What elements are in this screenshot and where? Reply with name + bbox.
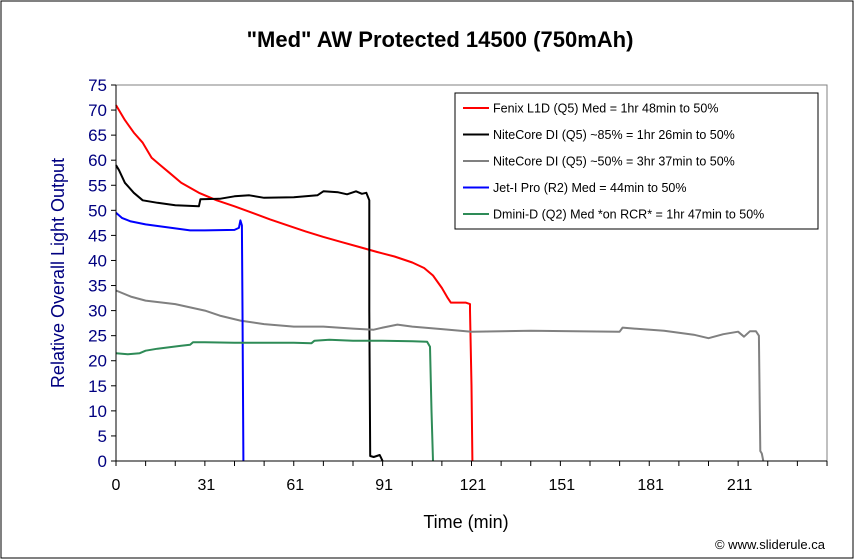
legend-label-1: Fenix L1D (Q5) Med = 1hr 48min to 50% [493,102,718,116]
y-axis-label: Relative Overall Light Output [48,158,68,388]
y-tick-label: 60 [88,151,107,170]
y-tick-label: 50 [88,201,107,220]
x-tick-label: 91 [375,477,393,494]
legend-box [454,92,819,230]
y-tick-label: 65 [88,126,107,145]
series-line-1 [115,104,474,462]
legend-label-3: NiteCore DI (Q5) ~50% = 3hr 37min to 50% [493,155,735,169]
series-layer [115,104,765,462]
y-tick-label: 40 [88,251,107,270]
y-tick-label: 5 [98,427,107,446]
y-tick-label: 70 [88,101,107,120]
legend-label-5: Dmini-D (Q2) Med *on RCR* = 1hr 47min to… [493,208,764,222]
chart-title: "Med" AW Protected 14500 (750mAh) [247,27,634,52]
x-tick-label: 211 [727,477,753,494]
x-tick-label: 151 [549,477,576,494]
x-axis-label: Time (min) [423,512,508,532]
series-line-2 [115,164,384,462]
x-tick-label: 181 [637,477,664,494]
y-tick-label: 45 [88,226,107,245]
y-tick-label: 0 [98,452,107,471]
y-tick-label: 10 [88,402,107,421]
x-tick-label: 61 [286,477,304,494]
y-tick-label: 35 [88,277,107,296]
legend-label-2: NiteCore DI (Q5) ~85% = 1hr 26min to 50% [493,128,735,142]
series-line-5 [115,338,434,462]
credit-text: © www.sliderule.ca [715,537,826,552]
x-tick-label: 121 [460,477,487,494]
legend: Fenix L1D (Q5) Med = 1hr 48min to 50% Nit… [454,92,819,230]
x-tick-label: 31 [197,477,215,494]
legend-items: Fenix L1D (Q5) Med = 1hr 48min to 50% Nit… [463,102,764,222]
y-tick-label: 55 [88,176,107,195]
y-tick-label: 20 [88,352,107,371]
axis-layer: 0 5 10 15 20 25 30 35 40 45 50 55 60 65 70 75 0 31 61 91 121… [88,76,828,494]
y-tick-label: 15 [88,377,107,396]
y-tick-label: 75 [88,76,107,95]
y-tick-label: 25 [88,327,107,346]
series-line-4 [115,212,245,462]
series-line-3 [115,289,765,462]
y-tick-label: 30 [88,302,107,321]
legend-label-4: Jet-I Pro (R2) Med = 44min to 50% [493,181,686,195]
x-tick-label: 0 [112,477,121,494]
